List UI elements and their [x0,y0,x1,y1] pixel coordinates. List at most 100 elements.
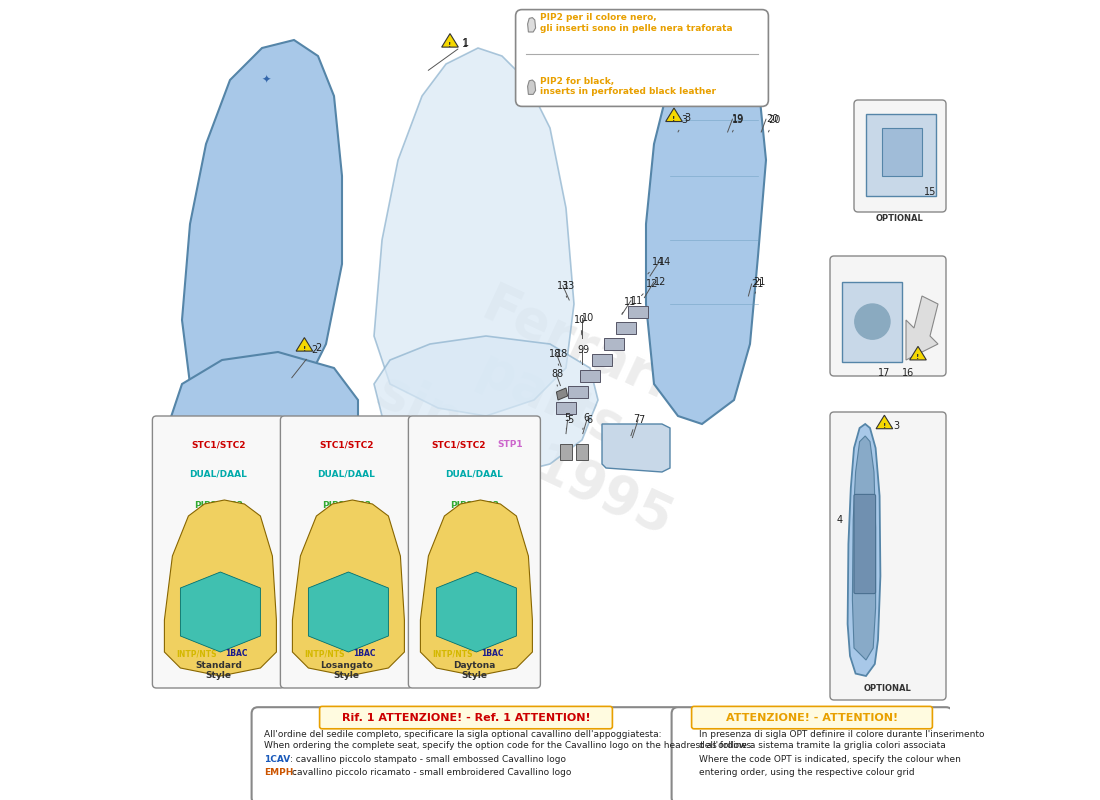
Polygon shape [557,402,575,414]
Polygon shape [593,354,612,366]
Text: 9: 9 [578,346,583,362]
Text: 6: 6 [586,415,593,425]
Text: STP1: STP1 [497,440,524,449]
Text: 1BAC: 1BAC [226,649,248,658]
Text: 15: 15 [924,187,937,197]
Text: EMPH:: EMPH: [264,768,297,778]
Text: When ordering the complete seat, specify the option code for the Cavallino logo : When ordering the complete seat, specify… [264,741,755,750]
Text: 14: 14 [659,258,671,267]
Text: 21: 21 [751,279,764,289]
Text: STC1/STC2: STC1/STC2 [431,440,486,449]
Polygon shape [616,322,636,334]
FancyBboxPatch shape [854,100,946,212]
Text: 1: 1 [428,38,469,70]
Text: 1CAV: 1CAV [264,755,290,765]
Text: 12: 12 [641,279,659,295]
Text: Standard
Style: Standard Style [195,661,242,680]
Text: 16: 16 [902,368,914,378]
Polygon shape [680,735,696,749]
FancyBboxPatch shape [854,494,876,594]
FancyBboxPatch shape [672,707,953,800]
Circle shape [855,304,890,339]
Text: 3: 3 [893,421,900,430]
Text: 5: 5 [568,415,574,425]
Polygon shape [882,128,922,176]
Text: !: ! [449,42,452,47]
Text: 2: 2 [292,345,317,378]
Text: INTP/NTS: INTP/NTS [305,649,345,658]
Polygon shape [666,108,682,122]
Text: PIP2 per il colore nero,
gli inserti sono in pelle nera traforata: PIP2 per il colore nero, gli inserti son… [540,14,733,33]
Text: INTP/NTS: INTP/NTS [432,649,473,658]
Text: 1: 1 [462,39,469,49]
Text: 3: 3 [684,114,691,123]
Polygon shape [164,500,276,676]
Text: 19: 19 [732,115,744,132]
Text: 17: 17 [878,368,891,378]
FancyBboxPatch shape [153,416,285,688]
Text: 7: 7 [638,415,645,425]
Polygon shape [420,500,532,676]
Polygon shape [906,296,938,360]
Text: 18: 18 [549,349,561,366]
Polygon shape [557,388,568,400]
Text: 3: 3 [678,115,688,132]
Text: PIP2/PIP3: PIP2/PIP3 [194,500,243,509]
Polygon shape [437,572,516,652]
Text: Losangato
Style: Losangato Style [320,661,373,680]
Text: : cavallino piccolo stampato - small embossed Cavallino logo: : cavallino piccolo stampato - small emb… [290,755,566,765]
Text: STC1/STC2: STC1/STC2 [191,440,245,449]
Text: 1BAC: 1BAC [353,649,375,658]
Polygon shape [575,444,589,460]
Text: 10: 10 [574,315,586,335]
FancyBboxPatch shape [692,706,933,729]
Polygon shape [442,34,459,47]
Polygon shape [296,338,312,351]
Polygon shape [166,352,358,512]
Text: DUAL/DAAL: DUAL/DAAL [446,470,504,478]
Text: 5: 5 [564,413,571,430]
Polygon shape [180,572,261,652]
Polygon shape [842,282,902,362]
Text: !: ! [883,423,886,429]
Polygon shape [646,32,766,424]
Text: !: ! [302,346,306,351]
Text: All'ordine del sedile completo, specificare la sigla optional cavallino dell'app: All'ordine del sedile completo, specific… [264,730,662,739]
FancyBboxPatch shape [408,416,540,688]
Text: 13: 13 [557,281,569,298]
Text: 8: 8 [552,370,558,386]
Text: dell'ordine a sistema tramite la griglia colori associata: dell'ordine a sistema tramite la griglia… [698,741,946,750]
Polygon shape [910,346,926,360]
Text: entering order, using the respective colour grid: entering order, using the respective col… [698,768,914,778]
Text: INTP/NTS: INTP/NTS [176,649,217,658]
Polygon shape [528,80,536,94]
Text: 13: 13 [563,281,575,290]
Text: 1BAC: 1BAC [481,649,504,658]
Polygon shape [848,424,880,676]
Text: 14: 14 [648,258,664,274]
Text: 20: 20 [766,114,779,124]
FancyBboxPatch shape [320,706,613,729]
Polygon shape [852,436,876,660]
Polygon shape [560,444,572,460]
Text: Daytona
Style: Daytona Style [453,661,496,680]
Text: 8: 8 [557,370,562,379]
Text: 4: 4 [836,515,843,525]
Polygon shape [374,336,598,480]
Text: 2: 2 [316,343,322,353]
Text: ✦: ✦ [262,75,271,85]
Text: Where the code OPT is indicated, specify the colour when: Where the code OPT is indicated, specify… [698,755,960,765]
Polygon shape [866,114,936,196]
Text: In presenza di sigla OPT definire il colore durante l'inserimento: In presenza di sigla OPT definire il col… [698,730,984,739]
Polygon shape [293,500,405,676]
Text: !: ! [916,354,920,360]
Polygon shape [604,338,624,350]
Polygon shape [528,18,536,32]
Polygon shape [628,306,648,318]
Text: !: ! [672,116,675,122]
Text: Rif. 1 ATTENZIONE! - Ref. 1 ATTENTION!: Rif. 1 ATTENZIONE! - Ref. 1 ATTENTION! [342,713,591,722]
Polygon shape [182,40,342,416]
Text: 11: 11 [621,298,636,314]
Text: cavallino piccolo ricamato - small embroidered Cavallino logo: cavallino piccolo ricamato - small embro… [293,768,572,778]
FancyBboxPatch shape [830,256,946,376]
